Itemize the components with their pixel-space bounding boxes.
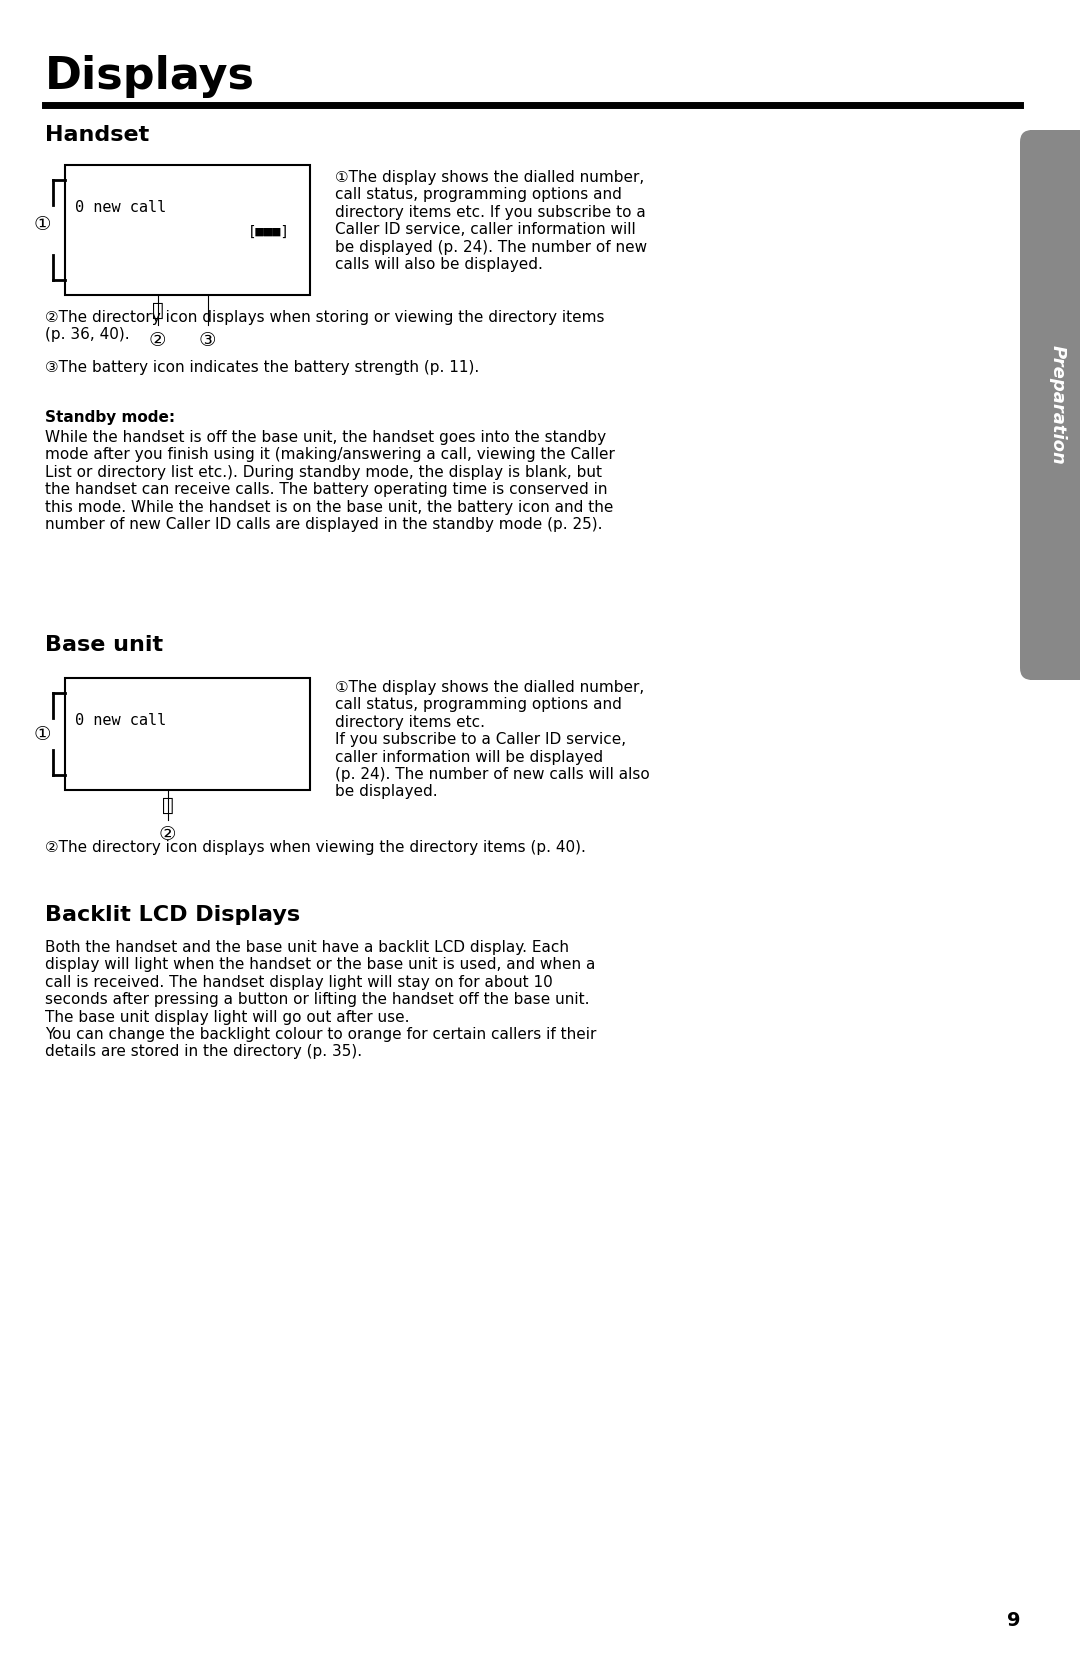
Bar — [65, 165, 310, 295]
Text: ②The directory icon displays when viewing the directory items (p. 40).: ②The directory icon displays when viewin… — [45, 840, 585, 855]
Text: Base unit: Base unit — [45, 634, 163, 654]
Text: While the handset is off the base unit, the handset goes into the standby
mode a: While the handset is off the base unit, … — [45, 431, 615, 532]
Text: ②: ② — [159, 826, 176, 845]
Text: Both the handset and the base unit have a backlit LCD display. Each
display will: Both the handset and the base unit have … — [45, 940, 596, 1060]
Text: ③: ③ — [199, 330, 216, 349]
Text: [■■■]: [■■■] — [248, 225, 291, 239]
Text: ①: ① — [33, 726, 51, 744]
FancyBboxPatch shape — [1020, 130, 1080, 679]
Text: ②: ② — [149, 330, 166, 349]
Text: 📖: 📖 — [151, 300, 163, 319]
Text: Preparation: Preparation — [1049, 345, 1067, 466]
Text: Displays: Displays — [45, 55, 255, 98]
Text: ③The battery icon indicates the battery strength (p. 11).: ③The battery icon indicates the battery … — [45, 361, 480, 376]
Text: 0 new call: 0 new call — [75, 200, 166, 215]
Text: 0 new call: 0 new call — [75, 713, 166, 728]
Text: Standby mode:: Standby mode: — [45, 411, 175, 426]
Text: 9: 9 — [1007, 1611, 1020, 1631]
Text: ②The directory icon displays when storing or viewing the directory items
(p. 36,: ②The directory icon displays when storin… — [45, 310, 605, 342]
Polygon shape — [1030, 130, 1080, 679]
Text: ①: ① — [33, 215, 51, 235]
Bar — [65, 678, 310, 789]
Text: 📖: 📖 — [162, 796, 174, 814]
Text: Backlit LCD Displays: Backlit LCD Displays — [45, 905, 300, 925]
Text: Handset: Handset — [45, 125, 149, 145]
Text: ①The display shows the dialled number,
call status, programming options and
dire: ①The display shows the dialled number, c… — [335, 679, 650, 799]
Text: ①The display shows the dialled number,
call status, programming options and
dire: ①The display shows the dialled number, c… — [335, 170, 647, 272]
